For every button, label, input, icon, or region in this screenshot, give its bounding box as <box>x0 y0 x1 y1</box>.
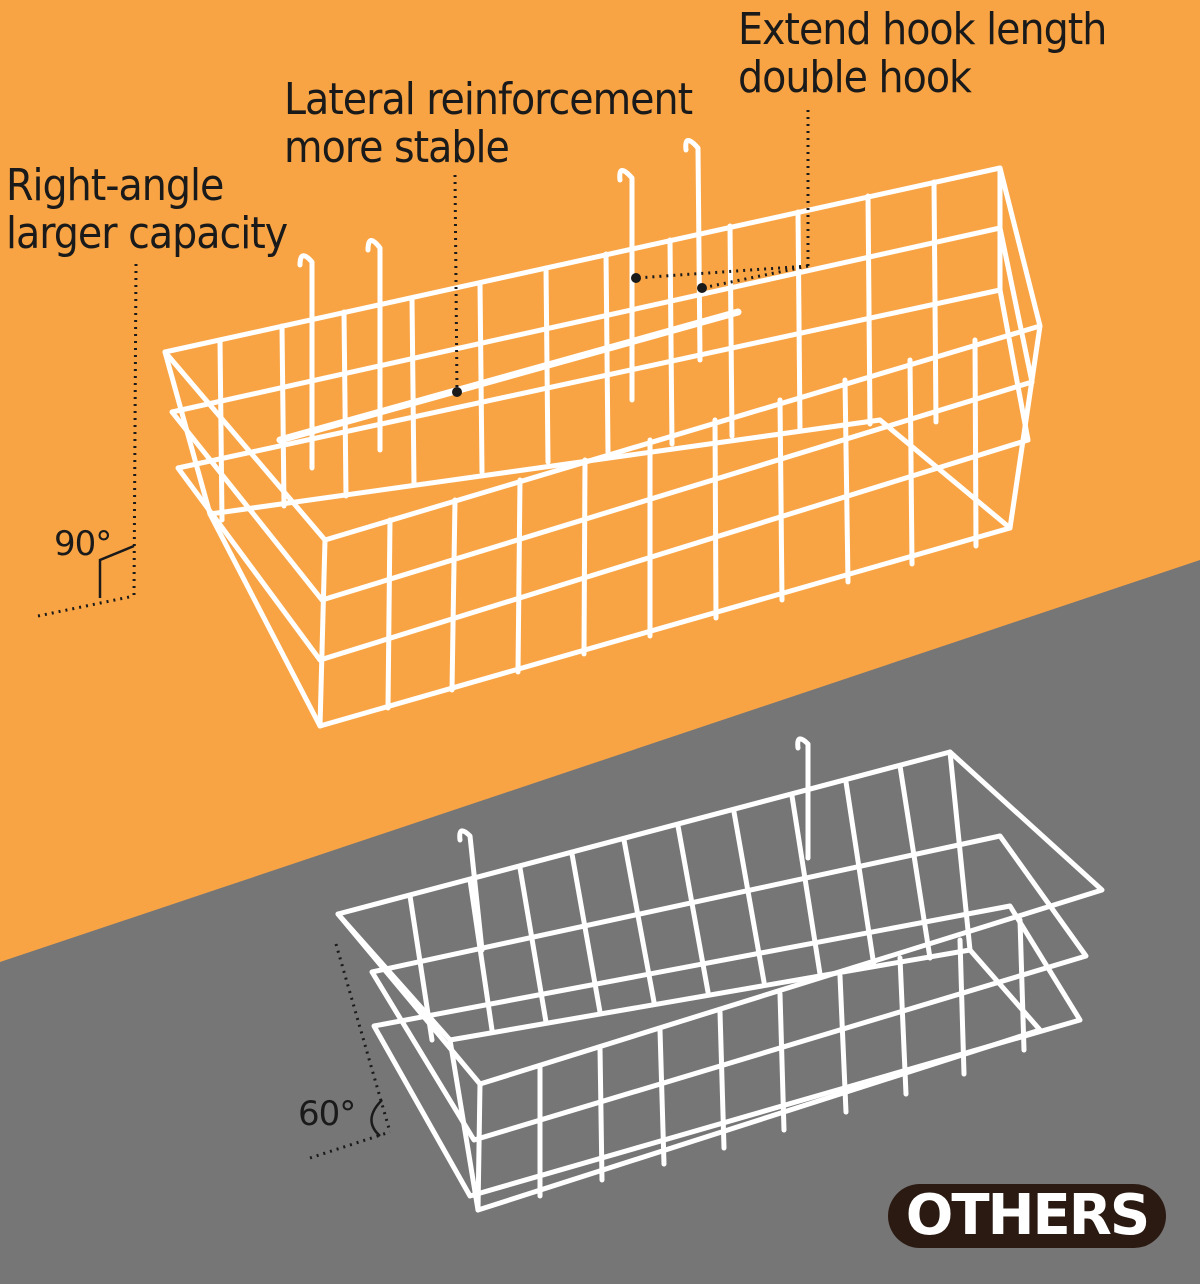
annotation-dots <box>452 273 707 397</box>
right-angle-mark <box>98 544 135 598</box>
others-basket <box>335 736 1105 1213</box>
lateral-line2: more stable <box>284 122 510 173</box>
right-angle-label: Right-angle larger capacity <box>6 160 288 259</box>
annotation-lines <box>37 110 810 1160</box>
sixty-angle-mark <box>370 1099 383 1137</box>
hook-length-label: Extend hook length double hook <box>738 4 1107 103</box>
angle-60-label: 60° <box>298 1094 356 1134</box>
angle-90-label: 90° <box>54 524 112 564</box>
others-badge: OTHERS <box>888 1184 1166 1248</box>
lateral-line1: Lateral reinforcement <box>284 74 693 125</box>
lateral-reinforcement-label: Lateral reinforcement more stable <box>284 74 693 173</box>
hook-line1: Extend hook length <box>738 4 1107 55</box>
right-angle-basket <box>162 138 1043 729</box>
right-angle-line1: Right-angle <box>6 160 224 211</box>
right-angle-line2: larger capacity <box>6 208 288 259</box>
hook-line2: double hook <box>738 52 972 103</box>
